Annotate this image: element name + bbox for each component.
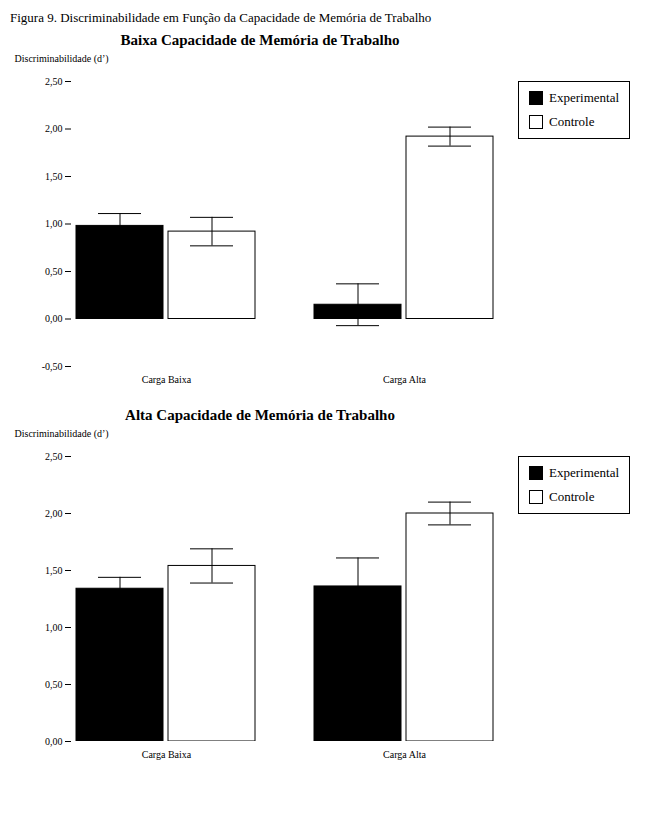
html-text:Controle: Controle xyxy=(549,114,595,129)
svg-text:Carga Alta: Carga Alta xyxy=(383,374,426,385)
svg-text:2,00: 2,00 xyxy=(45,508,63,519)
svg-text:2,50: 2,50 xyxy=(45,451,63,462)
svg-text:2,50: 2,50 xyxy=(45,76,63,87)
svg-text:Discriminabilidade (d’): Discriminabilidade (d’) xyxy=(15,428,109,440)
svg-text:Discriminabilidade (d’): Discriminabilidade (d’) xyxy=(15,53,109,65)
svg-text:2,00: 2,00 xyxy=(45,123,63,134)
svg-text:Carga Baixa: Carga Baixa xyxy=(142,374,192,385)
svg-text:0,00: 0,00 xyxy=(45,736,63,747)
svg-text:1,50: 1,50 xyxy=(45,565,63,576)
svg-text:Carga Baixa: Carga Baixa xyxy=(142,749,192,760)
svg-text:0,00: 0,00 xyxy=(45,313,63,324)
html-text:Experimental: Experimental xyxy=(549,465,619,480)
svg-text:1,00: 1,00 xyxy=(45,622,63,633)
svg-text:0,50: 0,50 xyxy=(45,266,63,277)
html-text:Alta Capacidade de Memória de: Alta Capacidade de Memória de Trabalho xyxy=(125,407,395,423)
svg-text:Carga Alta: Carga Alta xyxy=(383,749,426,760)
html-text:Baixa Capacidade de Memória de: Baixa Capacidade de Memória de Trabalho xyxy=(120,32,400,48)
html-text:Experimental: Experimental xyxy=(549,90,619,105)
svg-text:1,00: 1,00 xyxy=(45,218,63,229)
svg-text:-0,50: -0,50 xyxy=(42,361,63,372)
svg-text:0,50: 0,50 xyxy=(45,679,63,690)
html-text:Controle: Controle xyxy=(549,489,595,504)
html-text:Figura 9. Discriminabilidade e: Figura 9. Discriminabilidade em Função d… xyxy=(10,10,432,25)
svg-text:1,50: 1,50 xyxy=(45,171,63,182)
